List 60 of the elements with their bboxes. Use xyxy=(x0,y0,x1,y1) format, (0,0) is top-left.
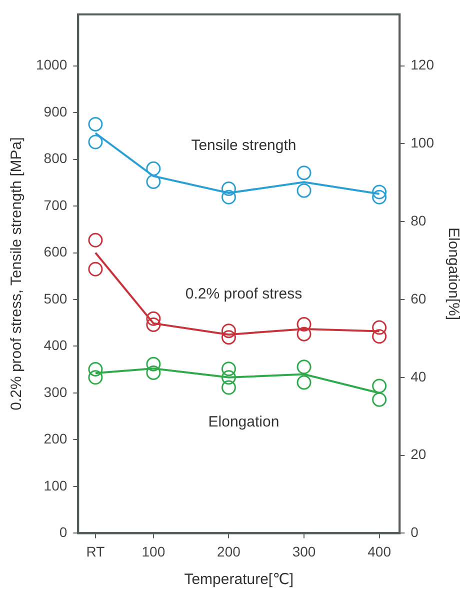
x-tick-label: RT xyxy=(86,543,106,560)
y-tick-label: 900 xyxy=(44,103,68,120)
y2-tick-label: 40 xyxy=(410,368,426,384)
point xyxy=(221,370,236,385)
point xyxy=(146,365,161,380)
point xyxy=(372,190,387,204)
point xyxy=(296,326,312,342)
y2-tick-label: 20 xyxy=(410,446,426,462)
point xyxy=(221,380,236,395)
point xyxy=(296,183,312,198)
point xyxy=(372,392,387,407)
point xyxy=(88,134,103,150)
text: Elongation xyxy=(208,414,280,431)
x-tick-label: 400 xyxy=(368,543,392,560)
y2-tick-label: 0 xyxy=(410,524,419,540)
point xyxy=(372,329,387,344)
y-tick-label: 700 xyxy=(44,196,68,213)
point xyxy=(221,190,236,204)
y-tick-label: 100 xyxy=(44,477,68,494)
point xyxy=(221,362,236,376)
point xyxy=(146,356,161,372)
point xyxy=(372,184,387,200)
y-tick-label: 800 xyxy=(44,150,68,166)
y-tick-label: 1000 xyxy=(36,56,68,73)
point xyxy=(372,320,387,335)
x-tick-label: 200 xyxy=(217,543,241,560)
point xyxy=(221,324,236,338)
y-axis-title: 0.2% proof stress, Tensile strength [MPa] xyxy=(8,137,26,410)
series-label: Tensile strength xyxy=(191,137,296,154)
series-label: 0.2% proof stress xyxy=(185,286,302,303)
y-tick-label: 400 xyxy=(44,337,68,354)
x-axis-title: Temperature[℃] xyxy=(184,571,294,588)
point xyxy=(88,262,103,276)
point xyxy=(296,317,312,332)
x-tick-label: 300 xyxy=(292,543,316,560)
y-tick-label: 200 xyxy=(44,430,68,447)
point xyxy=(296,166,312,180)
y-tick-label: 0 xyxy=(59,524,68,540)
y2-tick-label: 100 xyxy=(410,134,434,151)
point xyxy=(146,317,161,332)
point xyxy=(221,330,236,345)
y-tick-label: 300 xyxy=(44,384,68,400)
y2-axis-title: Elongation[%] xyxy=(444,228,462,320)
x-tick-label: 100 xyxy=(142,543,166,560)
y2-tick-label: 120 xyxy=(410,56,434,73)
y2-tick-label: 60 xyxy=(410,290,426,306)
point xyxy=(88,116,103,132)
point xyxy=(296,360,312,374)
y-tick-label: 500 xyxy=(44,290,68,306)
point xyxy=(296,375,312,390)
point xyxy=(88,232,103,248)
point xyxy=(88,362,103,376)
point xyxy=(146,161,161,176)
y-tick-label: 600 xyxy=(44,244,68,260)
point xyxy=(372,378,387,394)
point xyxy=(88,370,103,385)
point xyxy=(146,174,161,189)
point xyxy=(146,311,161,326)
point xyxy=(221,181,236,196)
y2-tick-label: 80 xyxy=(410,212,426,228)
